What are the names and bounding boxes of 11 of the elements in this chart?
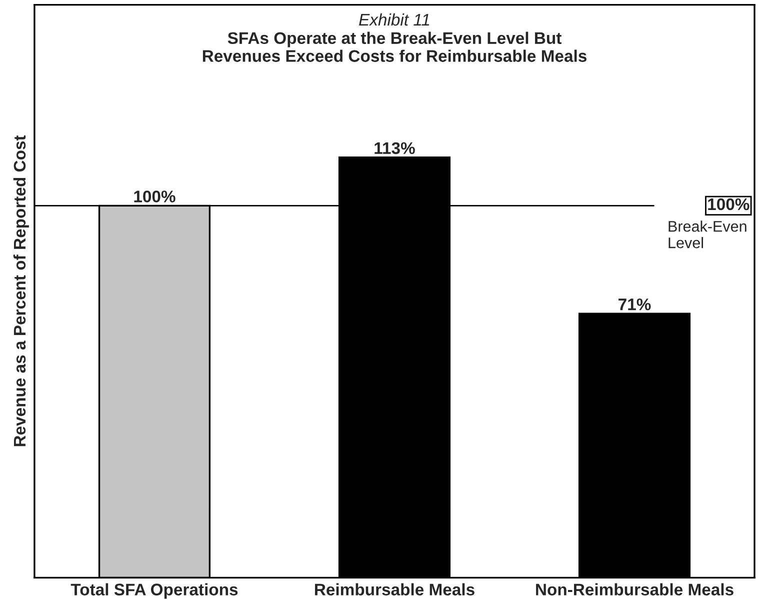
data-label: 100% (134, 190, 176, 202)
y-axis-title: Revenue as a Percent of Reported Cost (13, 135, 29, 446)
chart-title: Exhibit 11 (359, 13, 430, 26)
x-tick-label: Reimbursable Meals (315, 583, 474, 596)
data-label: 71% (618, 298, 651, 310)
text: SFAs Operate at the Break-Even Level But Revenues Exceed Costs for Reimbursable Meals (202, 32, 586, 62)
ref-line-label: 100% (708, 198, 750, 210)
annotation: Break-Even Level (668, 220, 746, 248)
data-label: 113% (374, 142, 415, 154)
x-tick-label: Total SFA Operations (70, 583, 238, 599)
x-tick-label: Non-Reimbursable Meals (536, 583, 734, 596)
